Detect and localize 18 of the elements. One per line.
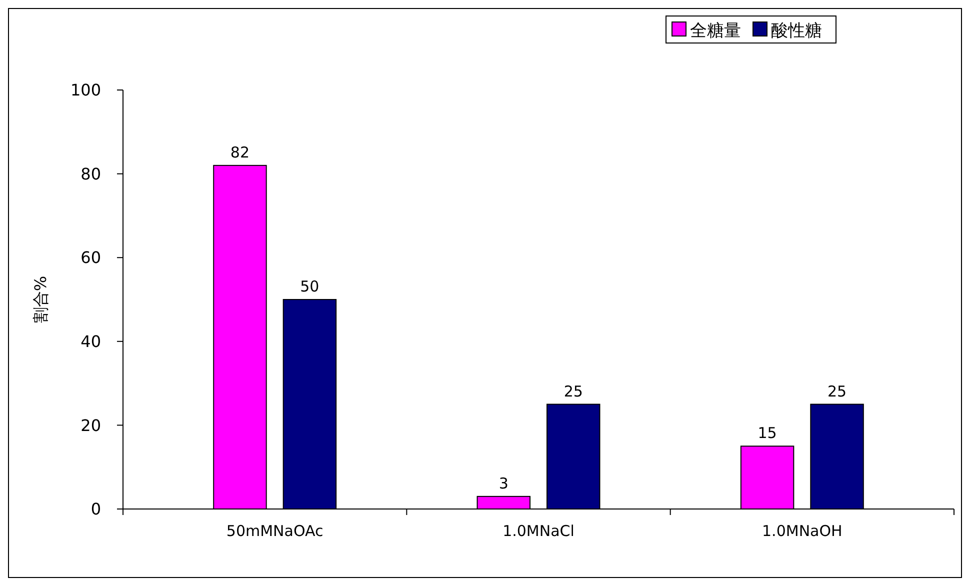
y-tick-label: 80 [80,164,101,184]
data-label: 25 [564,382,583,400]
x-tick-label: 1.0MNaOH [762,522,842,540]
legend-label: 酸性糖 [771,20,822,41]
x-tick-label: 1.0MNaCl [502,522,574,540]
y-tick-label: 60 [80,248,101,268]
y-tick-label: 40 [80,332,101,351]
data-label: 3 [498,474,508,492]
data-label: 25 [827,382,847,400]
legend-label: 全糖量 [690,20,741,41]
y-tick-label: 0 [90,500,101,519]
y-tick-label: 20 [80,416,101,435]
x-tick-label: 50mMNaOAc [226,522,324,540]
y-axis-title: 割合% [31,276,50,324]
data-label: 15 [758,424,777,442]
data-label: 82 [230,143,250,162]
data-label: 50 [300,278,320,296]
y-tick-label: 100 [70,80,101,100]
